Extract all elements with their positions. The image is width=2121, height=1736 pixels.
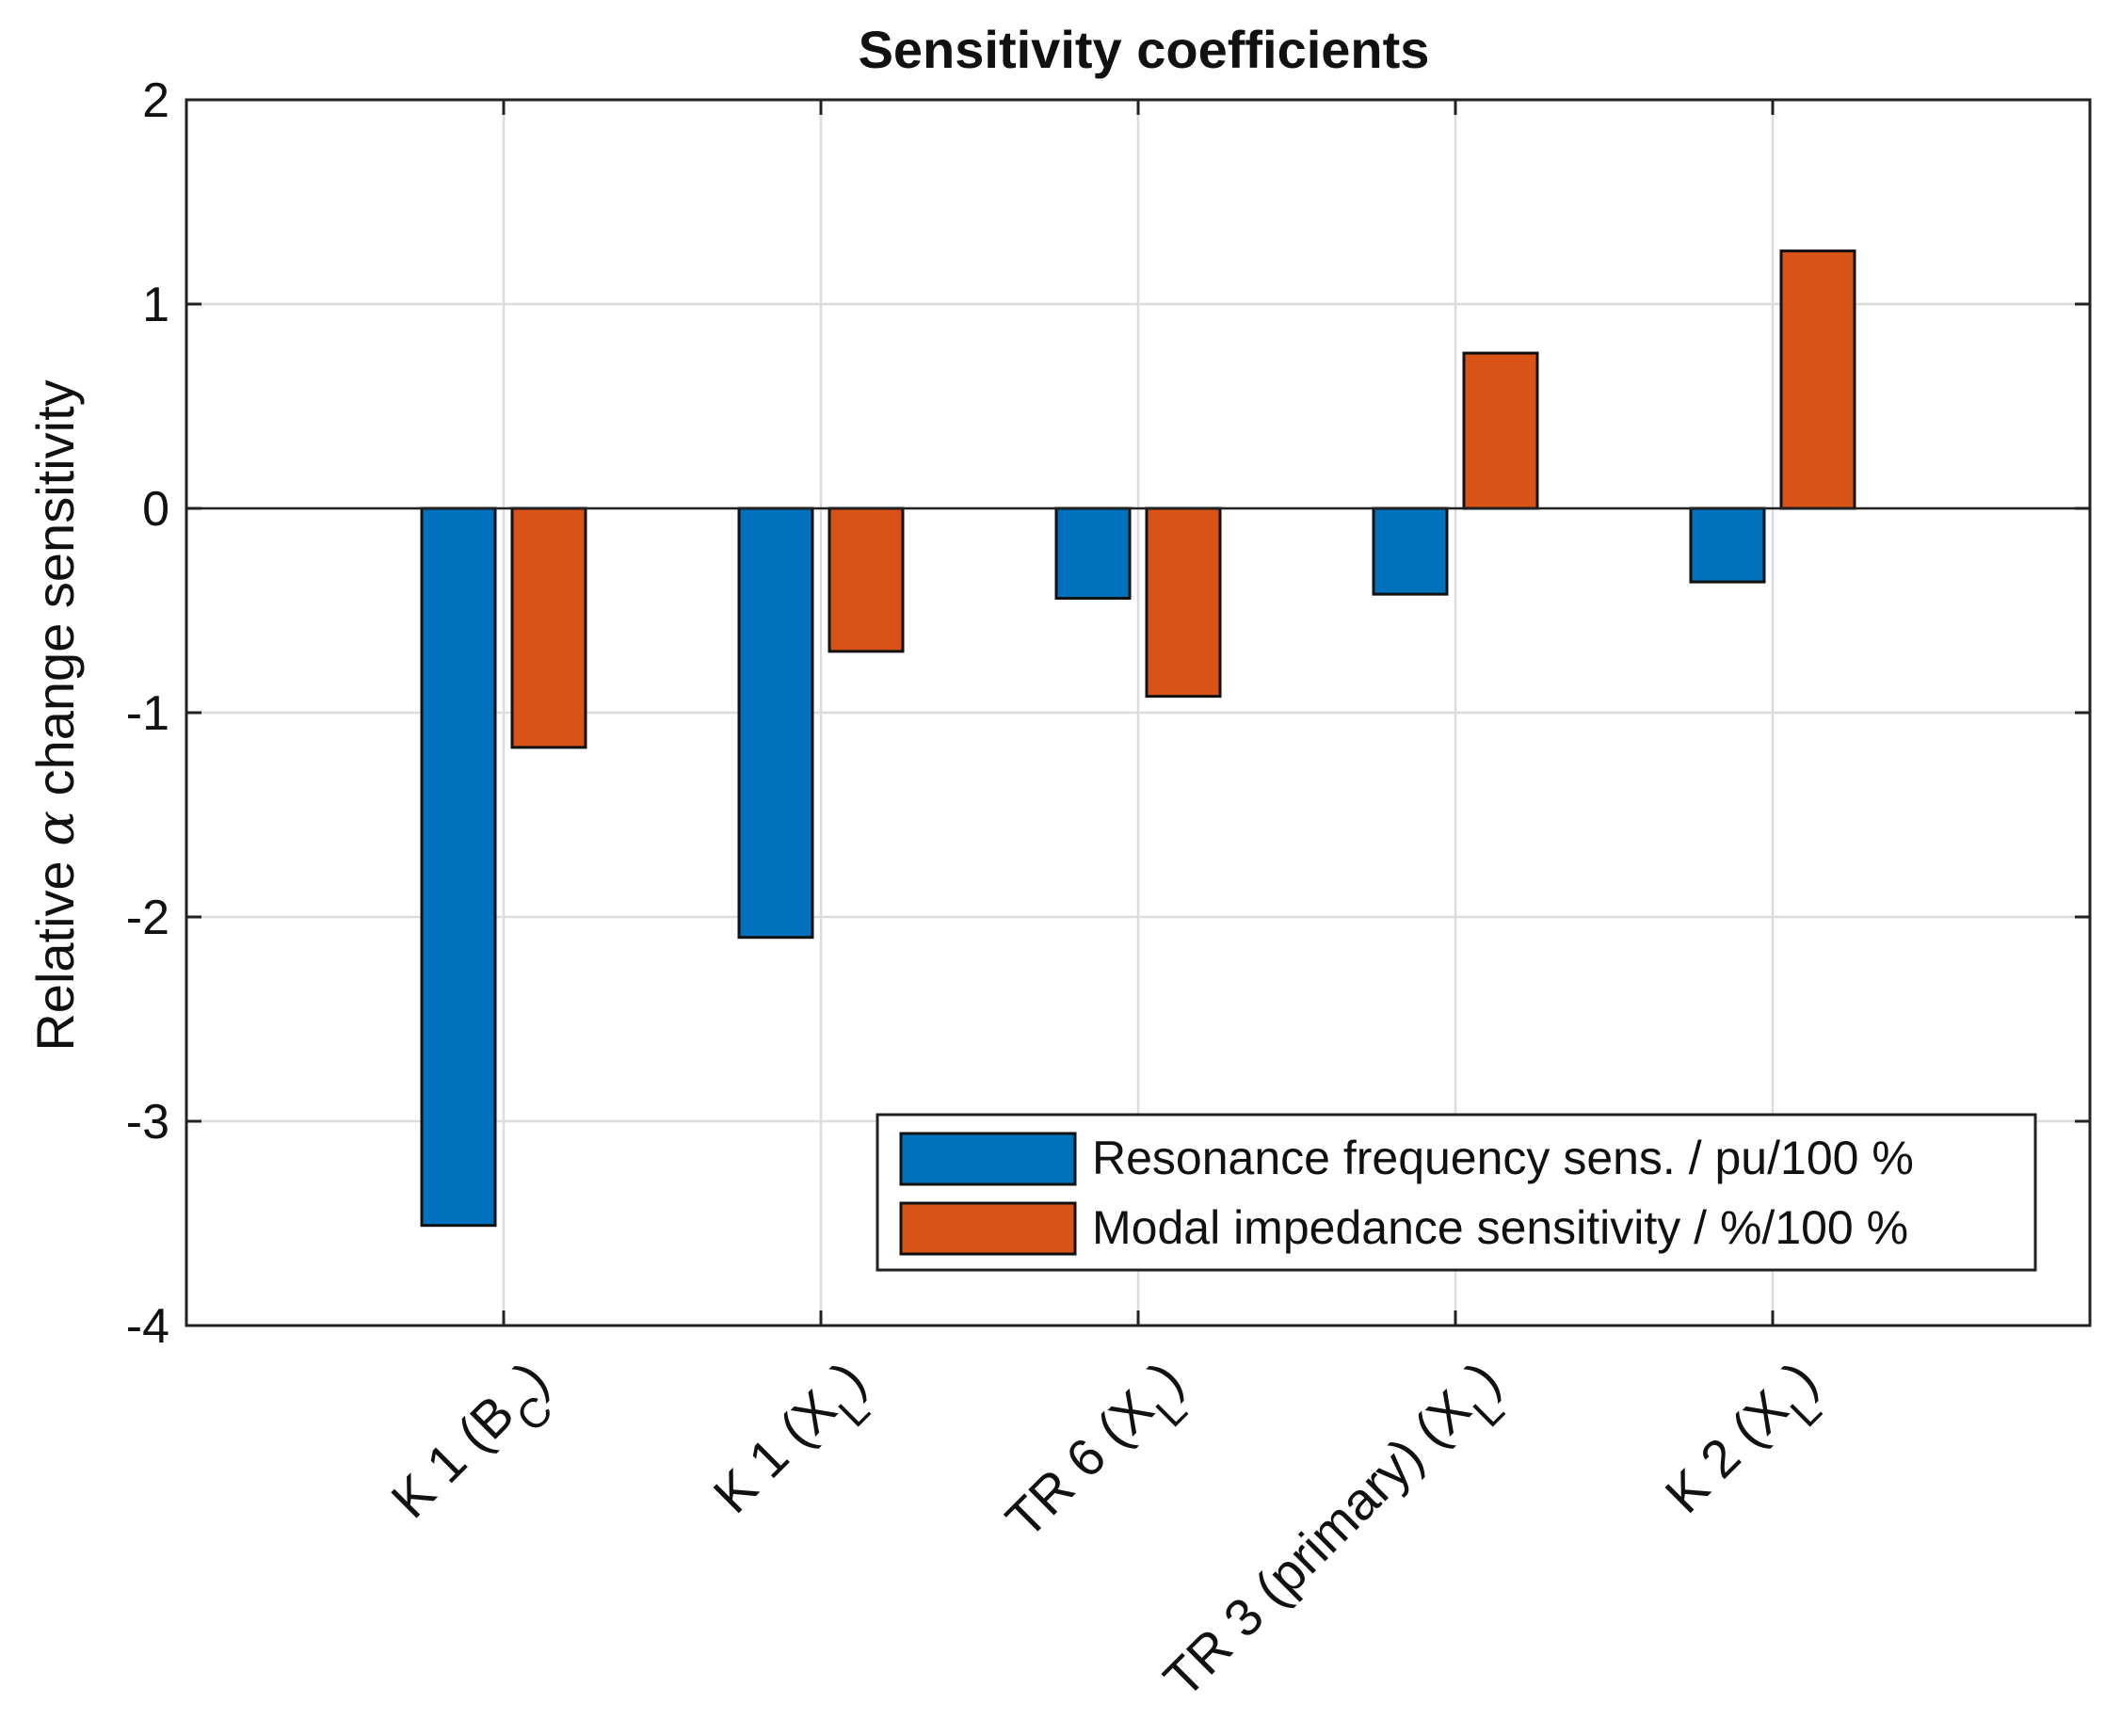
x-tick-label-1: K 1 (XL)	[701, 1350, 891, 1539]
x-tick-label-4: K 2 (XL)	[1653, 1350, 1842, 1539]
y-axis-label-end: change sensitivity	[25, 379, 85, 811]
bar-s0-c2	[1054, 506, 1132, 600]
bar-s1-c2	[1145, 506, 1222, 699]
x-tick-label-main: K 2 (X	[1653, 1378, 1799, 1524]
y-tick-label-2: 0	[142, 482, 169, 537]
x-tick-label-main: K 1 (B	[379, 1384, 525, 1530]
legend-swatch-1	[899, 1201, 1077, 1256]
y-tick-label-3: -1	[126, 686, 169, 741]
x-tick-label-3: TR 3 (primary) (XL)	[1152, 1350, 1526, 1724]
bar-s0-c1	[737, 506, 814, 940]
legend-label-0: Resonance frequency sens. / pu/100 %	[1092, 1132, 1914, 1184]
alpha-symbol: α	[25, 811, 87, 846]
y-tick-label-5: -3	[126, 1095, 169, 1149]
legend: Resonance frequency sens. / pu/100 % Moda…	[876, 1113, 2037, 1272]
bar-s1-c1	[828, 506, 905, 653]
legend-label-1: Modal impedance sensitivity / %/100 %	[1092, 1201, 1908, 1254]
x-tick-label-2: TR 6 (XL)	[994, 1350, 1208, 1564]
bar-s1-c0	[510, 506, 587, 749]
bar-s0-c4	[1689, 506, 1766, 584]
bar-s0-c3	[1372, 506, 1449, 596]
y-axis-label: Relative α change sensitivity	[25, 379, 87, 1051]
y-tick-label-6: -4	[126, 1299, 169, 1354]
y-tick-labels: 2 1 0 -1 -2 -3 -4	[126, 73, 169, 1354]
y-tick-label-0: 2	[142, 73, 169, 128]
chart-title: Sensitivity coefficients	[859, 20, 1430, 79]
bar-s1-c3	[1462, 351, 1539, 510]
x-tick-label-main: K 1 (X	[701, 1378, 847, 1524]
y-axis-label-start: Relative	[25, 846, 85, 1052]
x-tick-label-0: K 1 (BC)	[379, 1350, 573, 1544]
bar-s0-c0	[420, 506, 497, 1228]
axis-ticks	[186, 98, 2090, 1327]
bars-group	[420, 249, 1856, 1228]
x-tick-label-main: TR 6 (X	[994, 1378, 1165, 1549]
legend-swatch-0	[899, 1132, 1077, 1186]
y-tick-label-4: -2	[126, 891, 169, 945]
x-tick-label-main: TR 3 (primary) (X	[1152, 1378, 1482, 1708]
bar-s1-c4	[1779, 249, 1856, 510]
y-tick-label-1: 1	[142, 278, 169, 332]
x-tick-labels: K 1 (BC) K 1 (XL) TR 6 (XL)TR 3 (primary) …	[379, 1350, 1842, 1724]
